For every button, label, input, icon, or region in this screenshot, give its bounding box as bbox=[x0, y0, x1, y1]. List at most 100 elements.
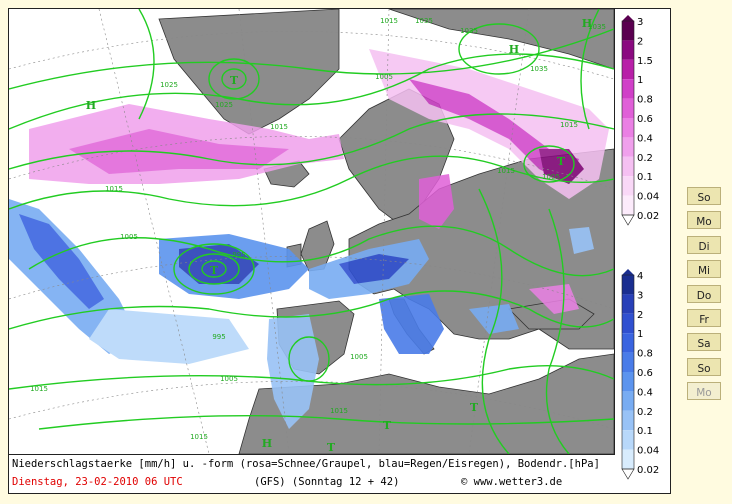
snow-legend-label: 3 bbox=[637, 17, 643, 28]
snow-legend-swatch bbox=[622, 79, 634, 99]
isobar-label: 1005 bbox=[120, 233, 138, 241]
day-button-so[interactable]: So bbox=[687, 357, 721, 376]
snow-legend-label: 1.5 bbox=[637, 56, 653, 67]
isobar-label: 1015 bbox=[330, 407, 348, 415]
isobar-label: 1015 bbox=[380, 17, 398, 25]
pressure-center: T bbox=[327, 441, 336, 454]
snow-legend-label: 0.04 bbox=[637, 192, 659, 203]
rain-legend-swatch bbox=[622, 391, 634, 411]
pressure-center-group: H H H T T T H T T T bbox=[86, 17, 592, 454]
isobar-label: 1005 bbox=[375, 73, 393, 81]
pressure-center: T bbox=[383, 419, 392, 432]
snow-legend-label: 0.6 bbox=[637, 114, 653, 125]
snow-legend-swatch bbox=[622, 195, 634, 215]
snow-legend-label: 1 bbox=[637, 75, 643, 86]
snow-legend-label: 0.02 bbox=[637, 211, 659, 222]
caption-site: © www.wetter3.de bbox=[461, 476, 562, 488]
rain-legend-swatch bbox=[622, 410, 634, 431]
pressure-center: T bbox=[210, 264, 219, 277]
snow-legend-swatch bbox=[622, 21, 634, 41]
rain-legend-label: 3 bbox=[637, 290, 643, 301]
isobar-label: 1015 bbox=[105, 185, 123, 193]
snow-legend-swatch bbox=[622, 156, 634, 177]
day-selector: So Mo Di Mi Do Fr Sa So Mo bbox=[687, 187, 723, 407]
rain-legend-swatch bbox=[622, 294, 634, 314]
isobar-label: 1015 bbox=[270, 123, 288, 131]
snow-legend-swatch bbox=[622, 137, 634, 157]
rain-legend-label: 0.1 bbox=[637, 426, 653, 437]
isobars bbox=[9, 9, 614, 454]
rain-legend-outline bbox=[621, 274, 635, 470]
rain-legend-swatch bbox=[622, 430, 634, 450]
snow-legend-top-arrow bbox=[622, 15, 634, 21]
isobar-label: 1005 bbox=[350, 353, 368, 361]
pressure-center: H bbox=[262, 437, 272, 450]
caption-model-run: (GFS) (Sonntag 12 + 42) bbox=[254, 476, 400, 488]
isobar-label: 1015 bbox=[497, 167, 515, 175]
rain-legend-swatch bbox=[622, 275, 634, 295]
isobar-label: 1005 bbox=[542, 173, 560, 181]
isobar-label: 1025 bbox=[215, 101, 233, 109]
isobar-label: 1025 bbox=[160, 81, 178, 89]
snow-legend-label: 0.2 bbox=[637, 153, 653, 164]
map-svg: 1035 1035 1025 1015 1005 1015 1005 995 1… bbox=[9, 9, 614, 454]
rain-legend-label: 2 bbox=[637, 310, 643, 321]
rain-legend-label: 0.4 bbox=[637, 387, 653, 398]
day-button-so[interactable]: So bbox=[687, 187, 721, 205]
snow-legend-swatch bbox=[622, 40, 634, 60]
rain-legend-label: 1 bbox=[637, 329, 643, 340]
pressure-center: H bbox=[86, 99, 96, 112]
copyright-icon: © bbox=[461, 476, 468, 488]
day-button-sa[interactable]: Sa bbox=[687, 333, 721, 352]
isobar-label: 1015 bbox=[560, 121, 578, 129]
isobar-label: 995 bbox=[212, 333, 225, 341]
pressure-center: H bbox=[509, 43, 519, 56]
isobar-label: 1035 bbox=[530, 65, 548, 73]
snow-legend-swatch bbox=[622, 176, 634, 196]
caption-date: Dienstag, 23-02-2010 06 UTC bbox=[12, 476, 183, 488]
rain-legend-swatch bbox=[622, 313, 634, 334]
rain-legend-swatch bbox=[622, 449, 634, 469]
rain-legend-label: 0.04 bbox=[637, 446, 659, 457]
map-caption: Niederschlagstaerke [mm/h] u. -form (ros… bbox=[9, 455, 670, 493]
rain-legend-swatch bbox=[622, 352, 634, 372]
day-button-fr[interactable]: Fr bbox=[687, 308, 721, 327]
pressure-center: T bbox=[230, 74, 239, 87]
day-button-mo: Mo bbox=[687, 382, 721, 401]
isobar-label: 1005 bbox=[220, 375, 238, 383]
snow-legend-label: 0.8 bbox=[637, 95, 653, 106]
snow-legend-swatch bbox=[622, 59, 634, 80]
snow-precip bbox=[29, 49, 609, 314]
rain-legend-label: 0.6 bbox=[637, 368, 653, 379]
caption-description: Niederschlagstaerke [mm/h] u. -form (ros… bbox=[12, 458, 600, 470]
rain-legend-swatch bbox=[622, 333, 634, 353]
precipitation-map: 1035 1035 1025 1015 1005 1015 1005 995 1… bbox=[9, 9, 615, 455]
pressure-center: T bbox=[470, 401, 479, 414]
rain-legend-label: 0.8 bbox=[637, 349, 653, 360]
rain-legend-label: 4 bbox=[637, 271, 643, 282]
day-button-di[interactable]: Di bbox=[687, 235, 721, 254]
day-button-mo[interactable]: Mo bbox=[687, 211, 721, 230]
rain-legend-label: 0.02 bbox=[637, 465, 659, 476]
pressure-center: T bbox=[557, 155, 566, 168]
isobar-label: 1035 bbox=[415, 17, 433, 25]
snow-legend-label: 0.4 bbox=[637, 133, 653, 144]
isobar-label: 1035 bbox=[460, 27, 478, 35]
day-button-mi[interactable]: Mi bbox=[687, 260, 721, 279]
isobar-label: 995 bbox=[232, 251, 245, 259]
day-button-do[interactable]: Do bbox=[687, 284, 721, 303]
rain-legend-label: 0.2 bbox=[637, 407, 653, 418]
isobar-label: 1035 bbox=[588, 23, 606, 31]
rain-legend-swatch bbox=[622, 372, 634, 392]
weather-chart-frame: 1035 1035 1025 1015 1005 1015 1005 995 1… bbox=[8, 8, 671, 494]
snow-legend: 3 2 1.5 1 0.8 0.6 0.4 0.2 0.1 0.04 0.02 bbox=[621, 15, 659, 226]
snow-legend-swatch bbox=[622, 98, 634, 118]
rain-legend: 4 3 2 1 0.8 0.6 0.4 0.2 0.1 0.04 0.02 bbox=[621, 269, 659, 480]
pressure-center: H bbox=[582, 17, 592, 30]
isobar-label-group: 1035 1035 1025 1015 1005 1015 1005 995 1… bbox=[30, 17, 606, 441]
graticule bbox=[9, 9, 614, 454]
snow-legend-swatch bbox=[622, 118, 634, 138]
snow-legend-bottom-arrow bbox=[621, 214, 635, 226]
isobar-label: 1015 bbox=[190, 433, 208, 441]
caption-site-url: www.wetter3.de bbox=[473, 476, 563, 488]
